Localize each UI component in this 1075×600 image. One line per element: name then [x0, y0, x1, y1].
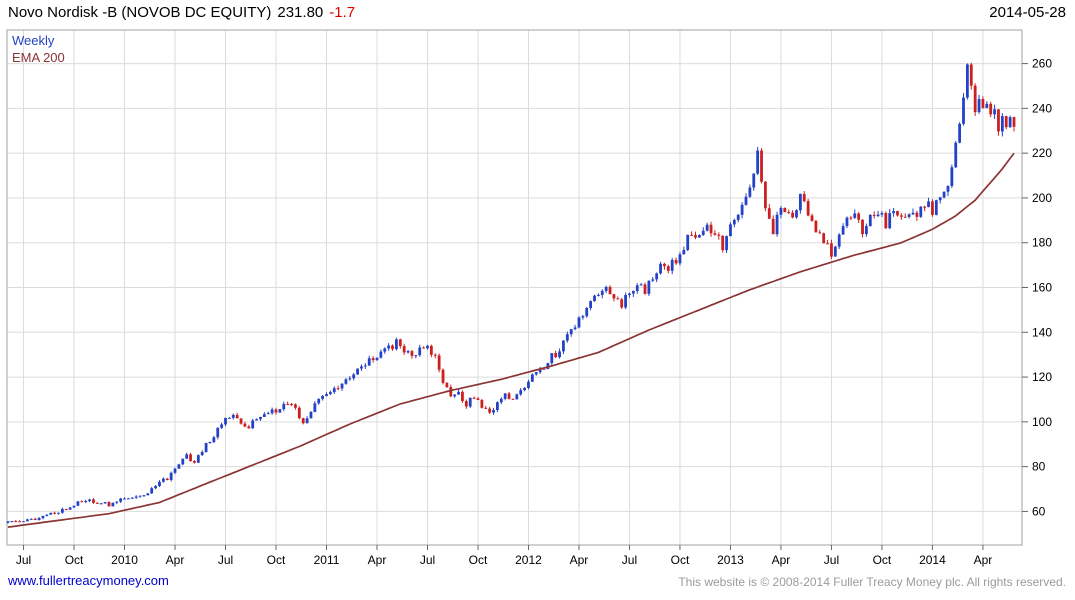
x-tick-label: Oct [267, 553, 286, 567]
y-tick-label: 240 [1032, 101, 1052, 115]
x-tick-label: Jul [622, 553, 637, 567]
grid-lines [7, 30, 1022, 545]
copyright-text: This website is © 2008-2014 Fuller Treac… [678, 575, 1066, 589]
x-tick-label: Oct [65, 553, 84, 567]
y-axis-labels: 60 80 100 120 140 160 180 200 220 240 260 [1032, 57, 1052, 519]
site-link[interactable]: www.fullertreacymoney.com [8, 573, 169, 588]
y-tick-label: 260 [1032, 57, 1052, 71]
y-tick-label: 200 [1032, 191, 1052, 205]
x-tick-label: Jul [218, 553, 233, 567]
y-tick-label: 180 [1032, 236, 1052, 250]
chart-date: 2014-05-28 [989, 4, 1066, 21]
last-price: 231.80 [277, 4, 324, 21]
y-tick-label: 120 [1032, 370, 1052, 384]
x-tick-label: 2014 [919, 553, 946, 567]
x-tick-label: 2010 [111, 553, 138, 567]
x-tick-label: Oct [873, 553, 892, 567]
y-tick-label: 80 [1032, 460, 1046, 474]
legend-series-label: Weekly [12, 33, 55, 48]
x-tick-label: Apr [368, 553, 387, 567]
y-tick-label: 160 [1032, 281, 1052, 295]
x-tick-label: Apr [570, 553, 589, 567]
x-tick-label: Oct [469, 553, 488, 567]
instrument-name: Novo Nordisk -B (NOVOB DC EQUITY) [8, 4, 272, 21]
x-tick-label: Apr [166, 553, 185, 567]
title-bar: Novo Nordisk -B (NOVOB DC EQUITY) 231.80-… [8, 4, 1066, 21]
x-axis-labels: Jul Oct 2010 Apr Jul Oct 2011 Apr Jul Oct 2012 Apr J… [16, 553, 992, 567]
price-change: -1.7 [329, 4, 356, 21]
x-tick-label: Jul [420, 553, 435, 567]
chart-title: Novo Nordisk -B (NOVOB DC EQUITY) 231.80-… [8, 4, 355, 21]
legend-ema-label: EMA 200 [12, 50, 65, 65]
x-tick-label: Jul [16, 553, 31, 567]
axis-ticks [23, 63, 1028, 550]
x-tick-label: Jul [824, 553, 839, 567]
ema-line [7, 152, 1015, 528]
x-tick-label: 2011 [314, 553, 340, 567]
y-tick-label: 220 [1032, 146, 1052, 160]
chart-legend: Weekly EMA 200 [12, 32, 65, 66]
y-tick-label: 140 [1032, 325, 1052, 339]
y-tick-label: 60 [1032, 504, 1046, 518]
x-tick-label: Apr [772, 553, 791, 567]
candlestick-series [6, 62, 1016, 524]
x-tick-label: Apr [974, 553, 993, 567]
x-tick-label: 2013 [717, 553, 744, 567]
y-tick-label: 100 [1032, 415, 1052, 429]
x-tick-label: 2012 [515, 553, 542, 567]
x-tick-label: Oct [671, 553, 690, 567]
